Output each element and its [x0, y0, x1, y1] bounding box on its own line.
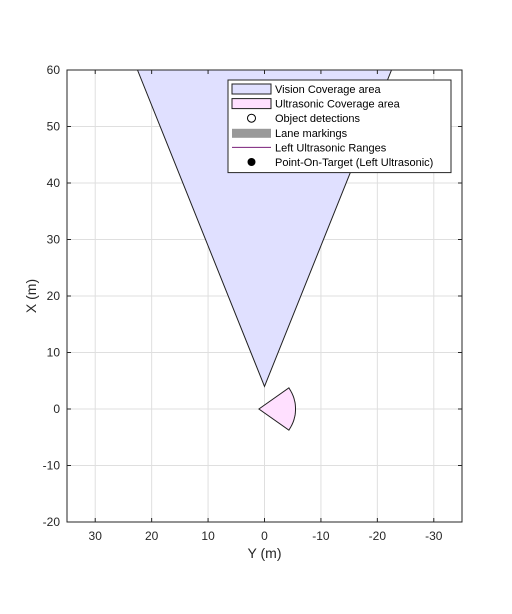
legend-box [227, 79, 452, 174]
legend-label: Lane markings [275, 128, 348, 140]
legend-label: Ultrasonic Coverage area [275, 99, 401, 111]
legend-swatch [231, 83, 272, 95]
x-tick-label: -30 [425, 529, 443, 543]
legend-label: Vision Coverage area [275, 84, 381, 96]
y-tick-label: -10 [43, 459, 61, 473]
legend-swatch [232, 128, 271, 138]
y-tick-label: 0 [53, 402, 60, 416]
y-axis-label: X (m) [23, 279, 39, 313]
y-tick-label: 60 [47, 63, 61, 77]
x-tick-label: -10 [312, 529, 330, 543]
legend: Vision Coverage area Ultrasonic Coverage … [227, 79, 452, 174]
x-tick-label: 0 [261, 529, 268, 543]
y-tick-label: 40 [47, 176, 61, 190]
legend-label: Point-On-Target (Left Ultrasonic) [275, 157, 433, 169]
x-tick-label: 30 [89, 529, 103, 543]
x-axis-label: Y (m) [248, 545, 282, 561]
legend-marker [247, 158, 256, 166]
axes-box [66, 69, 463, 523]
y-tick-label: 50 [47, 120, 61, 134]
x-tick-label: 10 [201, 529, 215, 543]
x-tick-label: -20 [369, 529, 387, 543]
y-tick-label: 30 [47, 233, 61, 247]
legend-swatch [231, 98, 272, 110]
ultrasonic-coverage-area [258, 387, 296, 431]
tick-labels: 30 20 10 0 -10 -20 -30 -20 -10 0 10 20 30 40 50 60 [43, 63, 443, 543]
y-tick-label: -20 [43, 515, 61, 529]
x-tick-label: 20 [145, 529, 159, 543]
legend-label: Left Ultrasonic Ranges [275, 142, 387, 154]
axes [66, 69, 463, 523]
legend-label: Object detections [275, 113, 360, 125]
legend-marker [247, 113, 256, 123]
y-tick-label: 20 [47, 289, 61, 303]
y-tick-label: 10 [47, 346, 61, 360]
